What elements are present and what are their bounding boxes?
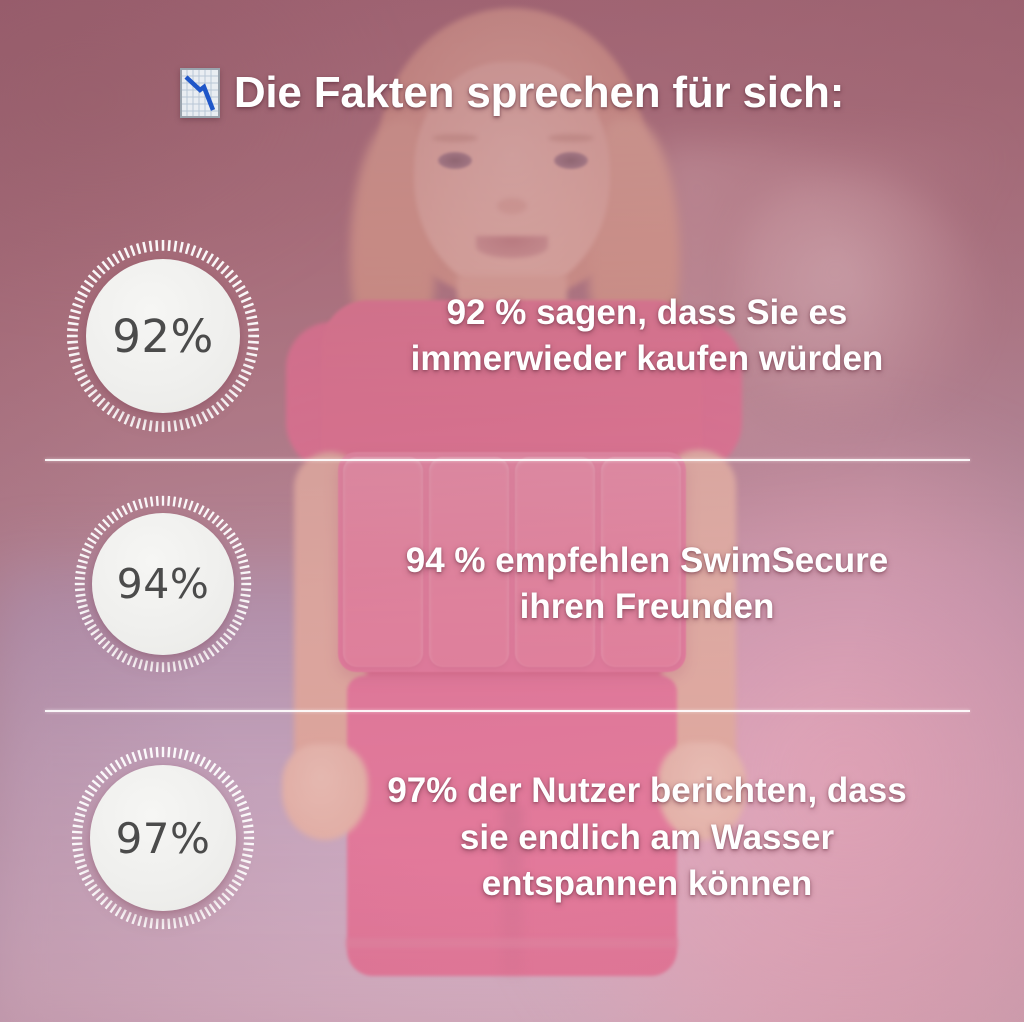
- stat-line: entspannen können: [481, 864, 813, 904]
- divider-1: [45, 459, 970, 461]
- gauge-disc: 97%: [90, 765, 236, 911]
- gauge-disc: 94%: [92, 513, 234, 655]
- gauge-value: 97%: [115, 813, 211, 863]
- chart-decreasing-icon: [179, 68, 220, 118]
- gauge-94: 94%: [73, 494, 253, 674]
- stat-line: immerwieder kaufen würden: [410, 339, 884, 378]
- stat-line: sie endlich am Wasser: [459, 817, 835, 857]
- gauge-tick-ring: [71, 746, 255, 930]
- gauge-disc: 92%: [86, 259, 240, 413]
- stat-row-3: 97% 97% der Nutzer berichten, dass sie e…: [0, 736, 1024, 940]
- stat-line: 94 % empfehlen SwimSecure: [405, 540, 889, 580]
- stat-text-2: 94 % empfehlen SwimSecure ihren Freunden: [326, 538, 1024, 630]
- stat-line: ihren Freunden: [519, 587, 775, 626]
- gauge-container-1: 92%: [0, 238, 326, 434]
- gauge-value: 94%: [116, 560, 210, 608]
- gauge-container-2: 94%: [0, 494, 326, 674]
- stat-text-3: 97% der Nutzer berichten, dass sie endli…: [326, 768, 1024, 909]
- stat-text-1: 92 % sagen, dass Sie es immerwieder kauf…: [326, 290, 1024, 382]
- page-title: Die Fakten sprechen für sich:: [0, 68, 1024, 118]
- gauge-tick-ring: [66, 239, 260, 433]
- stat-line: 92 % sagen, dass Sie es: [446, 292, 848, 332]
- stat-line: 97% der Nutzer berichten, dass: [387, 770, 907, 810]
- gauge-92: 92%: [65, 238, 261, 434]
- gauge-container-3: 97%: [0, 745, 326, 931]
- stat-row-1: 92% 92 % sagen, dass Sie es immerwieder …: [0, 232, 1024, 440]
- stat-row-2: 94% 94 % empfehlen SwimSecure ihren Freu…: [0, 484, 1024, 684]
- gauge-97: 97%: [70, 745, 256, 931]
- gauge-tick-ring: [74, 495, 252, 673]
- divider-2: [45, 710, 970, 712]
- page-title-text: Die Fakten sprechen für sich:: [233, 68, 845, 117]
- gauge-value: 92%: [112, 309, 214, 363]
